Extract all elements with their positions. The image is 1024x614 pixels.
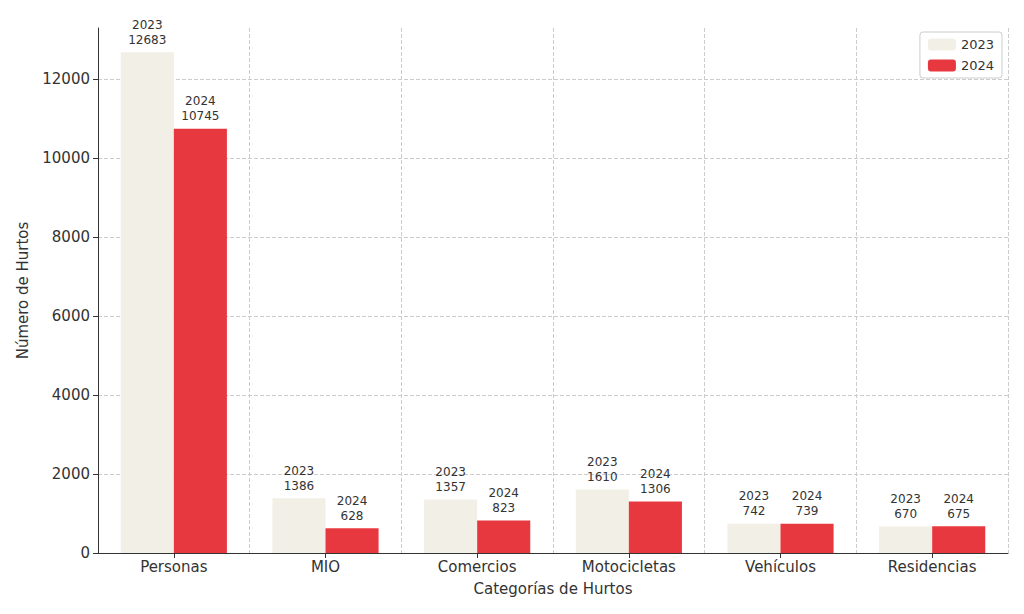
svg-text:2023: 2023 [961,37,994,52]
svg-text:Número de Hurtos: Número de Hurtos [14,221,32,359]
svg-text:675: 675 [947,507,970,521]
svg-text:Comercios: Comercios [438,558,517,576]
svg-text:2024: 2024 [943,492,974,506]
svg-text:2024: 2024 [792,489,823,503]
svg-text:Vehículos: Vehículos [745,558,816,576]
svg-text:670: 670 [894,507,917,521]
svg-text:2024: 2024 [337,494,368,508]
svg-text:Personas: Personas [140,558,208,576]
svg-text:823: 823 [492,501,515,515]
svg-text:MIO: MIO [311,558,340,576]
svg-text:628: 628 [341,509,364,523]
svg-text:2023: 2023 [587,455,618,469]
svg-text:2023: 2023 [435,465,466,479]
svg-text:0: 0 [80,544,90,562]
svg-text:6000: 6000 [52,307,90,325]
svg-text:12000: 12000 [42,70,90,88]
svg-text:2024: 2024 [185,94,216,108]
svg-text:Motocicletas: Motocicletas [582,558,676,576]
svg-text:2024: 2024 [640,467,671,481]
svg-text:12683: 12683 [128,33,166,47]
svg-text:1386: 1386 [284,479,315,493]
svg-text:2024: 2024 [961,58,994,73]
svg-text:742: 742 [743,504,766,518]
svg-text:10000: 10000 [42,149,90,167]
svg-text:2024: 2024 [488,486,519,500]
svg-text:1610: 1610 [587,470,618,484]
svg-text:739: 739 [796,504,819,518]
svg-text:4000: 4000 [52,386,90,404]
svg-text:8000: 8000 [52,228,90,246]
svg-text:2023: 2023 [132,18,163,32]
svg-text:2023: 2023 [284,464,315,478]
svg-text:Categorías de Hurtos: Categorías de Hurtos [474,580,633,598]
svg-text:Residencias: Residencias [888,558,977,576]
svg-text:1306: 1306 [640,482,671,496]
svg-text:2000: 2000 [52,465,90,483]
svg-text:1357: 1357 [435,480,466,494]
svg-text:10745: 10745 [181,109,219,123]
svg-text:2023: 2023 [890,492,921,506]
svg-text:2023: 2023 [739,489,770,503]
